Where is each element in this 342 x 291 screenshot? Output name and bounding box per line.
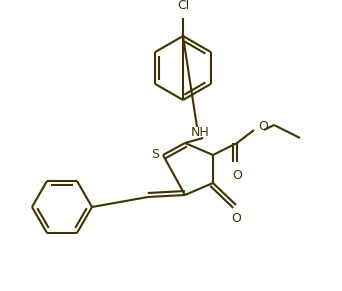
Text: Cl: Cl [177, 0, 189, 12]
Text: O: O [232, 169, 242, 182]
Text: O: O [231, 212, 241, 225]
Text: NH: NH [190, 125, 209, 139]
Text: O: O [258, 120, 268, 134]
Text: S: S [151, 148, 159, 162]
